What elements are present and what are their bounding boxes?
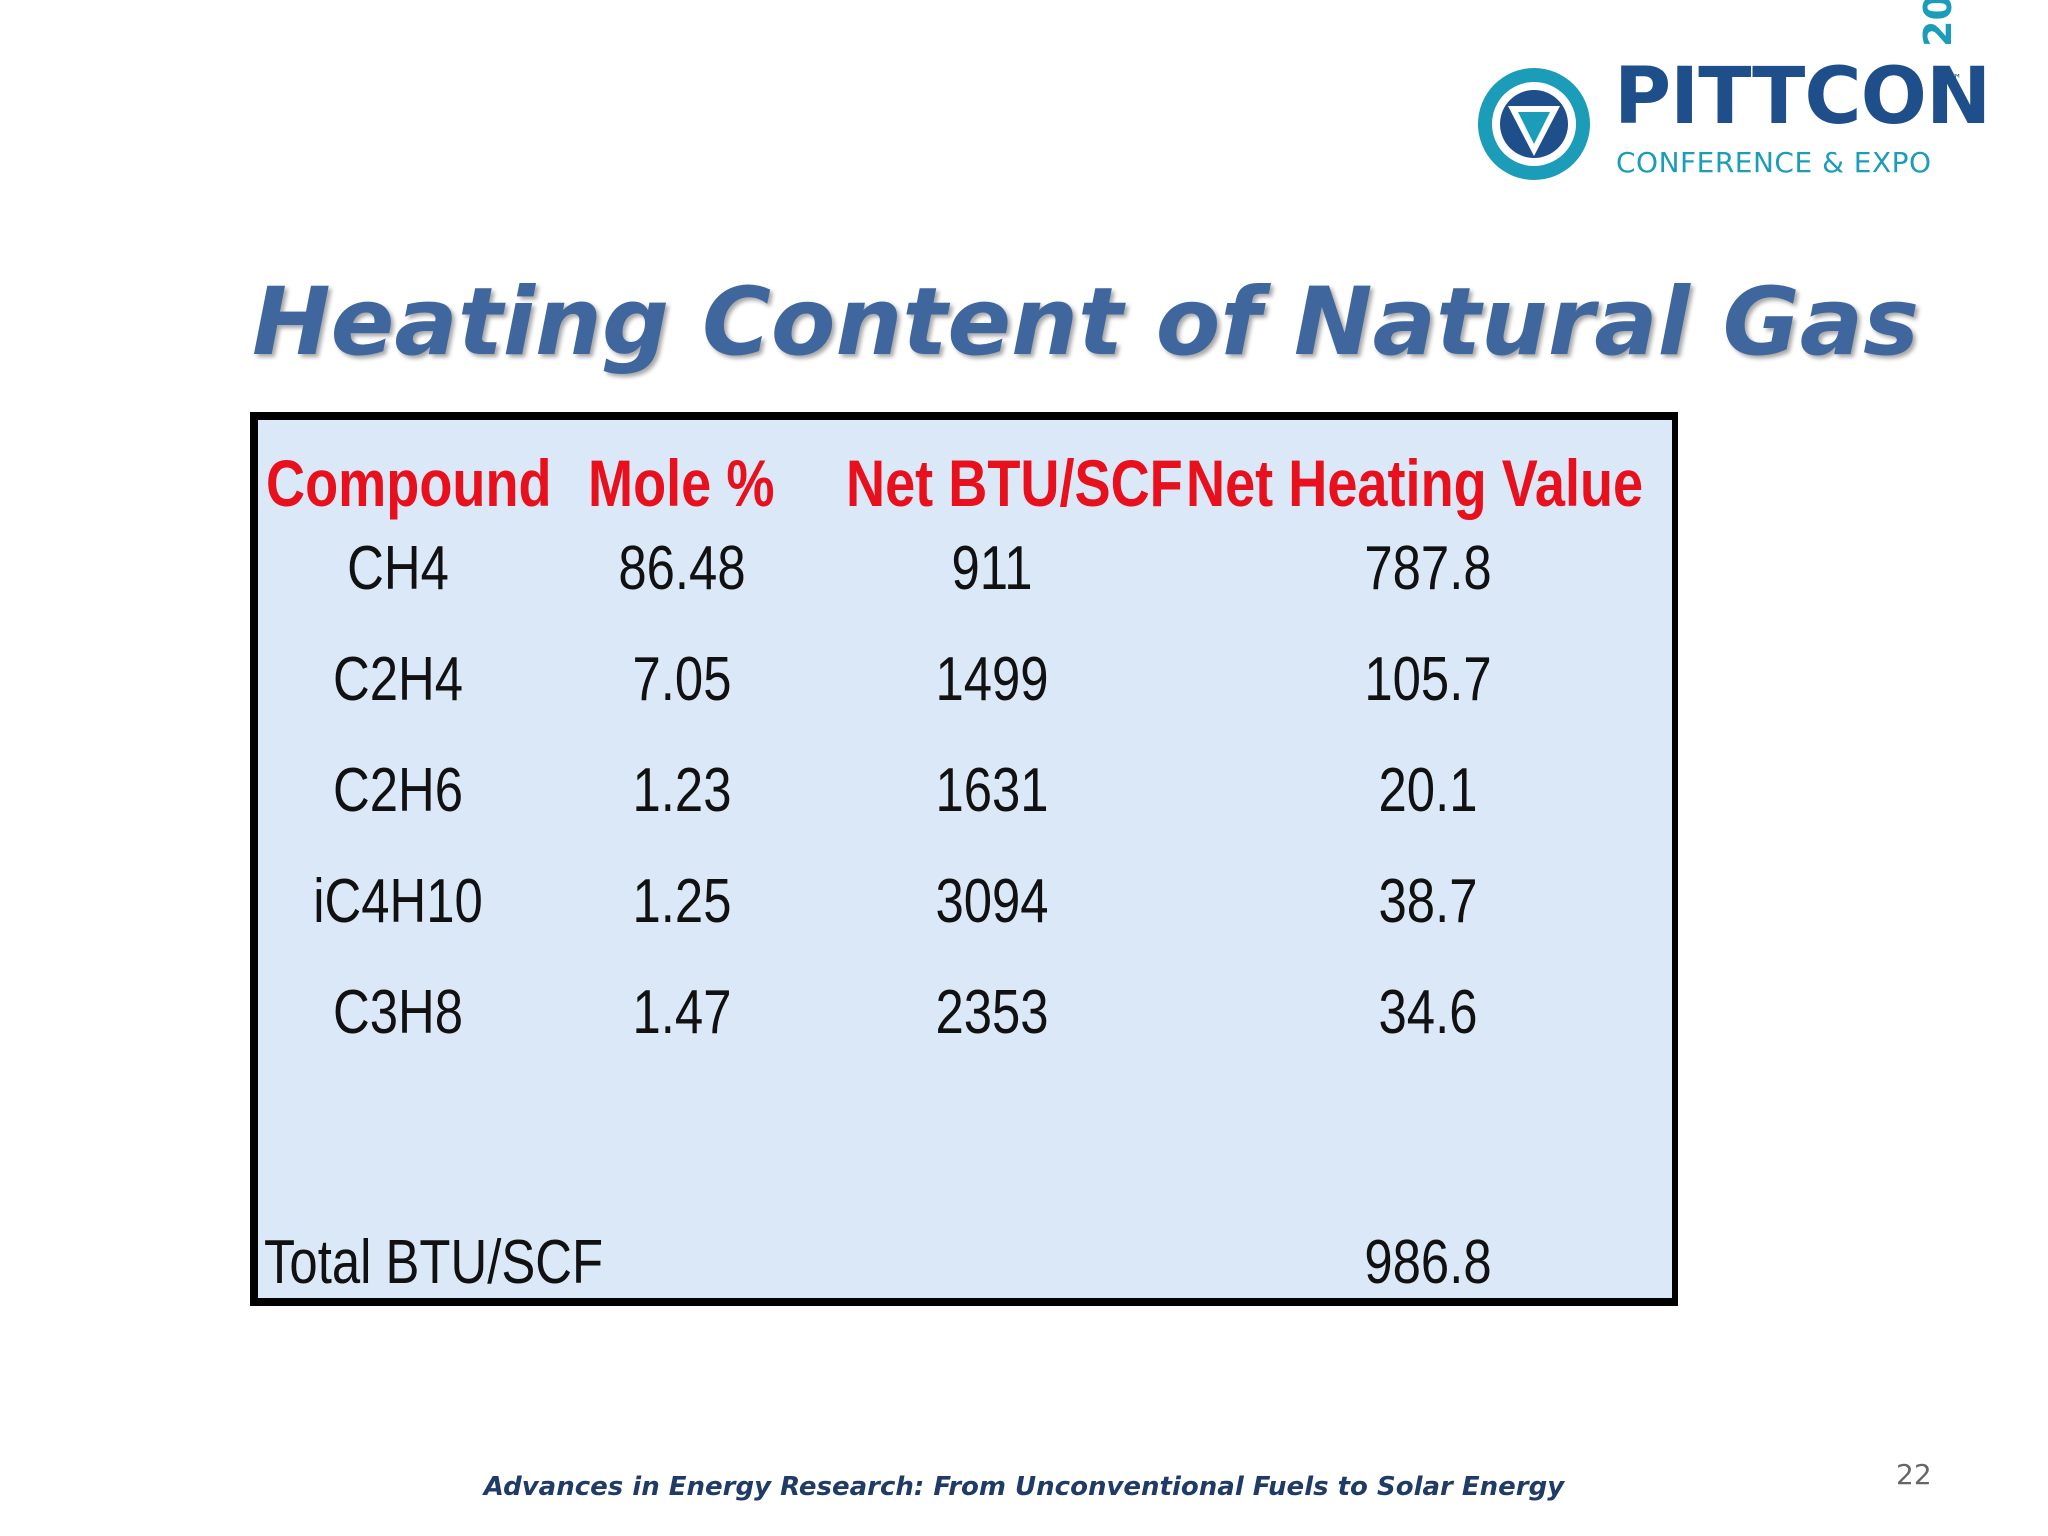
total-value: 986.8 <box>1364 1228 1492 1297</box>
logo-name: PITTCON <box>1614 52 1991 142</box>
pittcon-emblem-icon <box>1478 68 1590 180</box>
cell-compound: C3H8 <box>333 978 463 1047</box>
cell-net-heating-value: 105.7 <box>1364 645 1492 714</box>
cell-mole-percent: 1.25 <box>632 867 732 936</box>
cell-compound: C2H6 <box>333 756 463 825</box>
cell-net-btu-scf: 2353 <box>935 978 1049 1047</box>
heating-content-table: Compound Mole % Net BTU/SCF Net Heating Val… <box>250 412 1678 1306</box>
logo-trademark: ™ <box>1950 72 1962 86</box>
pittcon-logo: PITTCON ™ CONFERENCE & EXPO 2015 <box>1474 0 2022 188</box>
table-grid: Compound Mole % Net BTU/SCF Net Heating Val… <box>258 420 1672 1298</box>
cell-mole-percent: 86.48 <box>618 534 746 603</box>
cell-compound: C2H4 <box>333 645 463 714</box>
header-net-heating-value: Net Heating Value <box>1186 446 1644 520</box>
logo-year: 2015 <box>1916 0 1960 47</box>
header-compound: Compound <box>266 446 552 520</box>
cell-mole-percent: 1.47 <box>632 978 732 1047</box>
cell-net-btu-scf: 1499 <box>935 645 1049 714</box>
header-net-btu-scf: Net BTU/SCF <box>846 446 1183 520</box>
cell-net-heating-value: 34.6 <box>1378 978 1478 1047</box>
cell-net-btu-scf: 1631 <box>935 756 1049 825</box>
slide-title: Heating Content of Natural Gas <box>252 268 1920 377</box>
cell-compound: CH4 <box>347 534 449 603</box>
page-number: 22 <box>1896 1458 1932 1491</box>
slide-footer: Advances in Energy Research: From Unconv… <box>483 1472 1565 1502</box>
cell-net-btu-scf: 3094 <box>935 867 1049 936</box>
cell-net-heating-value: 787.8 <box>1364 534 1492 603</box>
total-label: Total BTU/SCF <box>264 1228 604 1297</box>
cell-net-heating-value: 20.1 <box>1378 756 1478 825</box>
cell-net-btu-scf: 911 <box>951 534 1033 603</box>
cell-mole-percent: 7.05 <box>632 645 732 714</box>
cell-net-heating-value: 38.7 <box>1378 867 1478 936</box>
cell-mole-percent: 1.23 <box>632 756 732 825</box>
cell-compound: iC4H10 <box>313 867 483 936</box>
header-mole-percent: Mole % <box>588 446 775 520</box>
logo-subtitle: CONFERENCE & EXPO <box>1616 146 1932 179</box>
